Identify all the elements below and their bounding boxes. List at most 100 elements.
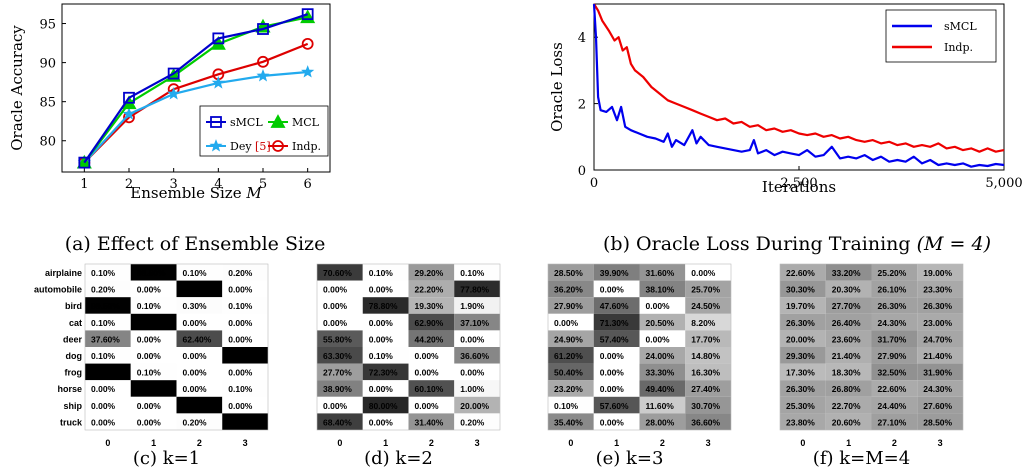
heatmap-cell [222,313,268,331]
heatmap-cell [825,413,872,430]
heatmap-cell-label: 63.30% [323,351,352,361]
data-point [167,67,180,80]
heatmap-cell [317,396,363,414]
heatmap-cell [593,396,640,414]
heatmap-cell-label: 0.00% [554,318,579,328]
heatmap-cell-label: 22.20% [415,285,444,295]
y-tick-label: 2 [578,98,586,113]
heatmap-cell-label: 47.60% [600,301,629,311]
heatmap-cell [362,363,409,381]
heatmap-cell [454,380,500,397]
heatmap-col-label: 0 [105,438,110,448]
heatmap-cell-label: 68.40% [323,417,352,427]
heatmap-cell-label: 0.00% [137,285,162,295]
heatmap-cell [593,380,640,397]
heatmap-cell [454,313,500,331]
heatmap-col-label: 2 [660,438,665,448]
data-point [78,156,91,169]
heatmap-cell [871,413,918,430]
heatmap-cell [362,347,409,364]
heatmap-cell-label: 0.00% [228,285,253,295]
heatmap-cell [917,264,963,281]
data-point [301,65,315,78]
heatmap-cell [871,280,918,298]
heatmap-cell [917,297,963,314]
heatmap-cell-label: 0.00% [183,384,208,394]
heatmap-cell [454,347,500,364]
heatmap-cell [362,297,409,314]
heatmap-cell-label: 39.90% [600,268,629,278]
heatmap-cell-label: 0.00% [369,334,394,344]
heatmap-cell [871,380,918,397]
legend-marker [210,116,222,128]
heatmap-cell [825,347,872,364]
heatmap-cell-label: 0.00% [600,368,625,378]
heatmap-cell [685,264,731,281]
heatmap-cell [317,280,363,298]
heatmap-cell [780,330,826,347]
heatmap-cell [362,330,409,347]
heatmap-cell-label: 24.90% [554,334,583,344]
heatmap-cell [639,396,686,414]
heatmap-cell [85,297,131,314]
heatmap-cell-label: 0.00% [228,368,253,378]
heatmap-cell [780,264,826,281]
heatmap-cell-label: 36.20% [554,285,583,295]
heatmap-cell [222,297,268,314]
heatmap-row-label: airplaine [45,268,82,278]
heatmap-cell [639,264,686,281]
heatmap-cell [408,413,455,430]
heatmap-cell [85,363,131,381]
heatmap-cell-label: 36.60% [460,351,489,361]
heatmap-cell-label: 25.30% [786,401,815,411]
y-tick-label: 80 [39,135,56,150]
heatmap-row-label: automobile [34,285,82,295]
heatmap-cell-label: 38.10% [646,285,675,295]
data-point [257,23,269,35]
heatmap-cell [362,264,409,281]
heatmap-cell [85,264,131,281]
heatmap-cell [130,380,177,397]
series-line-smcl [592,3,1005,168]
heatmap-cell-label: 0.10% [460,268,485,278]
heatmap-col-label: 1 [846,438,851,448]
heatmap-cell [548,396,594,414]
heatmap-col-label: 0 [337,438,342,448]
heatmap-cell-label: 71.30% [600,318,629,328]
legend-label: sMCL [230,116,263,129]
heatmap-cell [85,413,131,430]
heatmap-cell-label: 22.70% [832,401,861,411]
heatmap-cell-label: 27.90% [554,301,583,311]
heatmap-cell-label: 37.10% [460,318,489,328]
heatmap-cell-label: 0.00% [183,368,208,378]
y-axis-label: Oracle Accuracy [8,25,26,151]
heatmap-cell [685,363,731,381]
heatmap-cell-label: 31.90% [923,368,952,378]
heatmap-cell-label: 0.00% [460,368,485,378]
heatmap-cell-label: 19.00% [923,268,952,278]
data-point [301,37,314,50]
heatmap-cell-label: 0.00% [137,334,162,344]
heatmap-cell [593,363,640,381]
heatmap-cell [130,413,177,430]
heatmap-cell-label: 0.10% [137,368,162,378]
legend-label: Dey [5] [230,140,271,153]
heatmap-cell [639,380,686,397]
heatmap-cell [176,396,223,414]
y-tick-label: 0 [578,164,586,179]
heatmap-cell-label: 20.30% [832,285,861,295]
legend-marker [209,139,223,152]
heatmap-cell [548,280,594,298]
heatmap-cell [317,313,363,331]
heatmap-row-label: frog [65,368,83,378]
legend-label: Indp. [292,140,321,153]
heatmap-col-label: 2 [892,438,897,448]
heatmap-cell [639,330,686,347]
heatmap-cell-label: 44.20% [415,334,444,344]
heatmap-cell-label: 19.30% [415,301,444,311]
heatmap-cell-label: 0.00% [646,301,671,311]
heatmap-cell [548,347,594,364]
series-line-dey [83,70,308,164]
heatmap-row-label: bird [65,301,82,311]
